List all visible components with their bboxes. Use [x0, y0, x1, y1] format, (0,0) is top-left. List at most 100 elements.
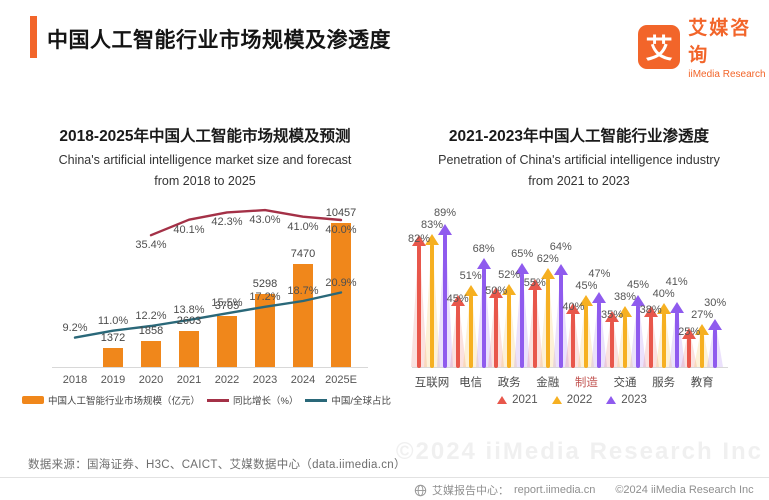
arrow-shaft — [558, 274, 563, 368]
bar-value-label: 1372 — [100, 332, 126, 345]
marker-value-label: 40% — [562, 301, 585, 314]
line-overlay — [73, 208, 343, 339]
share-point-label: 12.2% — [135, 310, 167, 323]
triangle-swatch-icon — [551, 396, 562, 404]
brand-name-en: iiMedia Research — [688, 69, 766, 80]
x-tick-label: 服务 — [652, 377, 676, 389]
arrow-head-icon — [438, 223, 452, 235]
penetration-chart: 互联网 82% 83% 89% 电信 45% 51% 68% 政务 50% 52% 65% 金融 55% 6… — [408, 200, 728, 389]
arrow-shaft — [597, 301, 602, 368]
marker-value-label: 40% — [652, 288, 675, 301]
brand-logo: 艾 艾媒咨询 iiMedia Research — [638, 13, 769, 80]
copyright: ©2024 iiMedia Research Inc — [615, 484, 754, 496]
marker-value-label: 45% — [446, 293, 469, 306]
bar-value-label: 7470 — [290, 247, 316, 260]
bar — [179, 331, 199, 367]
arrow-head-icon — [695, 324, 710, 336]
yoy-point-label: 41.0% — [287, 220, 319, 233]
share-point-label: 15.5% — [211, 297, 243, 310]
x-tick-label: 2022 — [214, 374, 240, 386]
arrow-head-icon — [579, 295, 594, 307]
arrow-head-icon — [515, 262, 530, 274]
footer-divider — [0, 477, 769, 478]
marker-value-label: 38% — [613, 291, 637, 304]
marker-value-label: 83% — [420, 218, 444, 231]
yoy-point-label: 43.0% — [249, 214, 281, 227]
page-title: 中国人工智能行业市场规模及渗透度 — [47, 29, 391, 52]
logo-text: 艾媒咨询 iiMedia Research — [688, 13, 769, 80]
triangle-swatch-icon — [497, 396, 508, 404]
report-center: 艾媒报告中心： report.iimedia.cn — [414, 482, 595, 498]
marker-value-label: 30% — [704, 297, 727, 310]
arrow-shaft — [443, 233, 447, 368]
legend-item-2021: 2021 — [497, 394, 538, 406]
legend-item-2023: 2023 — [606, 394, 647, 406]
left-chart-subtitle-2: from 2018 to 2025 — [154, 174, 256, 188]
report-center-url[interactable]: report.iimedia.cn — [514, 484, 596, 496]
marker-value-label: 47% — [588, 268, 611, 281]
arrow-head-icon — [605, 311, 619, 323]
data-source-note: 数据来源：国海证券、H3C、CAICT、艾媒数据中心（data.iimedia.… — [28, 459, 406, 471]
left-chart-title: 2018-2025年中国人工智能市场规模及预测 — [59, 128, 351, 145]
marker-value-label: 38% — [639, 304, 662, 317]
legend-label: 中国/全球占比 — [331, 396, 392, 407]
report-center-label: 艾媒报告中心： — [432, 485, 509, 497]
marker-value-label: 82% — [407, 233, 431, 246]
arrow-head-icon — [450, 295, 465, 307]
legend-item-2022: 2022 — [551, 394, 593, 406]
brand-name-cn: 艾媒咨询 — [688, 18, 752, 66]
left-chart-legend: 中国人工智能行业市场规模（亿元） 同比增长（%） 中国/全球占比 — [21, 393, 391, 407]
arrow-shaft — [636, 305, 640, 368]
arrow-shaft — [571, 313, 576, 368]
watermark: ©2024 iiMedia Research Inc — [395, 438, 763, 465]
arrow-head-icon — [592, 291, 607, 303]
marker-value-label: 35% — [600, 309, 624, 322]
right-chart-title: 2021-2023年中国人工智能行业渗透度 — [448, 128, 710, 145]
arrow-shaft — [481, 267, 486, 368]
marker-value-label: 52% — [498, 268, 521, 281]
marker-value-label: 89% — [433, 206, 457, 219]
legend-item-market-size: 中国人工智能行业市场规模（亿元） — [21, 393, 200, 407]
legend-label: 2023 — [621, 394, 647, 406]
x-tick-label: 2024 — [290, 374, 316, 386]
marker-value-label: 45% — [626, 279, 650, 292]
share-point-label: 9.2% — [62, 321, 88, 334]
arrow-shaft — [584, 305, 589, 368]
arrow-shaft — [713, 329, 718, 368]
arrow-head-icon — [502, 283, 517, 295]
right-chart-subtitle-1: Penetration of China's artificial intell… — [438, 153, 720, 167]
arrow-head-icon — [682, 327, 697, 339]
bar — [331, 222, 351, 367]
arrow-head-icon — [412, 235, 426, 247]
x-tick-label: 教育 — [690, 377, 714, 389]
share-point-label: 11.0% — [97, 314, 129, 327]
bar — [141, 341, 161, 367]
arrow-shaft — [545, 277, 550, 368]
legend-label: 2022 — [566, 394, 593, 406]
left-chart-subtitle-1: China's artificial intelligence market s… — [58, 153, 352, 167]
global-share-line — [73, 291, 343, 339]
arrow-shaft — [494, 297, 499, 368]
x-tick-label: 2018 — [62, 374, 88, 386]
x-tick-label: 电信 — [459, 377, 483, 389]
yoy-point-label: 35.4% — [135, 239, 167, 252]
marker-value-label: 41% — [665, 276, 688, 289]
arrow-head-icon — [553, 264, 568, 276]
bar-swatch-icon — [21, 396, 44, 404]
arrow-head-icon — [708, 319, 723, 331]
x-tick-label: 2021 — [176, 374, 202, 386]
left-chart-heading: 2018-2025年中国人工智能市场规模及预测 China's artifici… — [38, 124, 372, 188]
arrow-shaft — [430, 243, 434, 368]
arrow-shaft — [520, 272, 525, 368]
arrow-shaft — [687, 337, 692, 368]
bar-value-label: 10457 — [325, 206, 357, 219]
arrow-head-icon — [425, 233, 439, 245]
arrow-shaft — [674, 311, 679, 368]
x-tick-label: 制造 — [574, 377, 598, 389]
marker-value-label: 62% — [536, 252, 559, 265]
arrow-shaft — [648, 316, 653, 368]
footer: 艾媒报告中心： report.iimedia.cn ©2024 iiMedia … — [414, 482, 754, 498]
yoy-point-label: 40.0% — [325, 224, 357, 236]
legend-item-yoy: 同比增长（%） — [206, 393, 298, 407]
